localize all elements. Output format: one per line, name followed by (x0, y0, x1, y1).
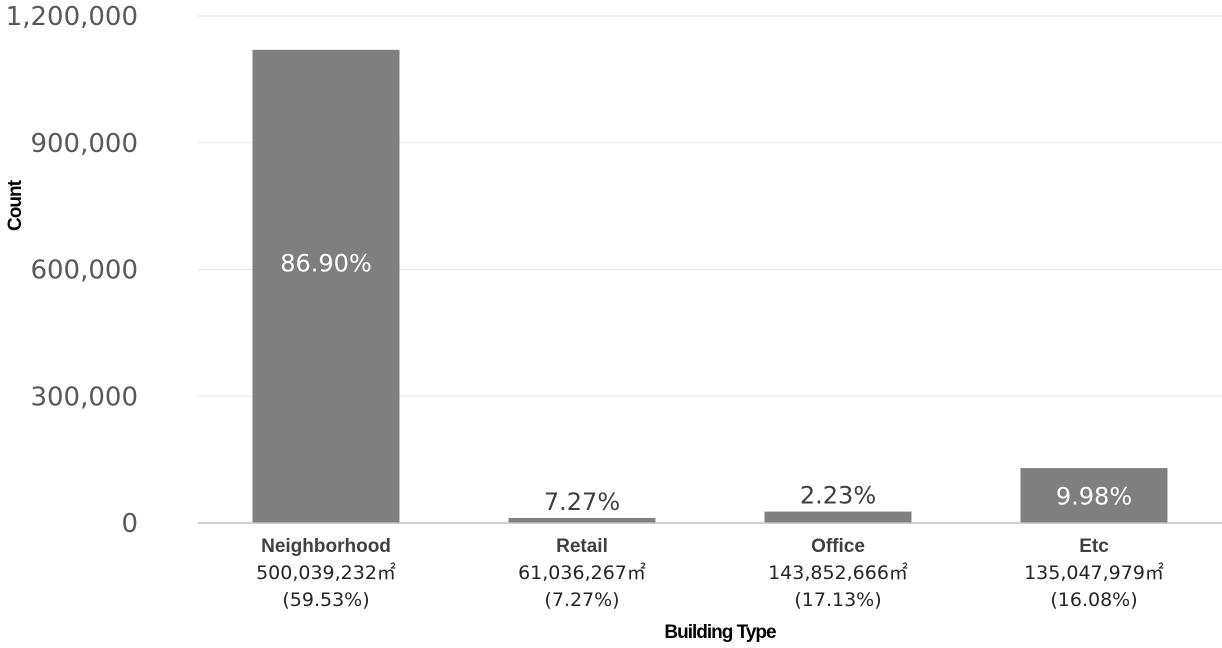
category-area-percent: (59.53%) (282, 589, 369, 611)
y-tick-label: 900,000 (30, 129, 138, 159)
category-label: Office (811, 536, 865, 557)
x-axis-title: Building Type (664, 622, 776, 643)
y-tick-label: 300,000 (30, 382, 138, 412)
category-area-percent: (16.08%) (1050, 589, 1137, 611)
bar-retail (508, 517, 656, 523)
category-label: Neighborhood (261, 536, 391, 557)
data-label: 9.98% (1056, 483, 1132, 511)
y-tick-label: 1,200,000 (6, 2, 138, 32)
category-area-percent: (17.13%) (794, 589, 881, 611)
x-axis-categories: Neighborhood 500,039,232㎡ (59.53%) Retail 61… (256, 536, 1164, 611)
category-label: Etc (1079, 536, 1109, 557)
category-area-percent: (7.27%) (544, 589, 619, 611)
bar-etc (1020, 468, 1168, 523)
y-axis-ticks: 0 300,000 600,000 900,000 1,200,000 (6, 2, 138, 539)
bars (252, 49, 1168, 524)
data-label: 2.23% (800, 482, 876, 510)
category-area: 500,039,232㎡ (256, 561, 396, 584)
y-axis-title: Count (5, 179, 26, 231)
category-area: 143,852,666㎡ (768, 561, 908, 584)
data-label: 7.27% (544, 488, 620, 516)
data-labels: 86.90% 7.27% 2.23% 9.98% (280, 250, 1132, 516)
y-tick-label: 0 (121, 509, 138, 539)
data-label: 86.90% (280, 250, 372, 278)
category-area: 61,036,267㎡ (518, 561, 646, 584)
bar-office (764, 511, 912, 523)
y-tick-label: 600,000 (30, 256, 138, 286)
category-area: 135,047,979㎡ (1024, 561, 1164, 584)
bar-neighborhood (252, 49, 400, 524)
category-label: Retail (556, 536, 608, 557)
